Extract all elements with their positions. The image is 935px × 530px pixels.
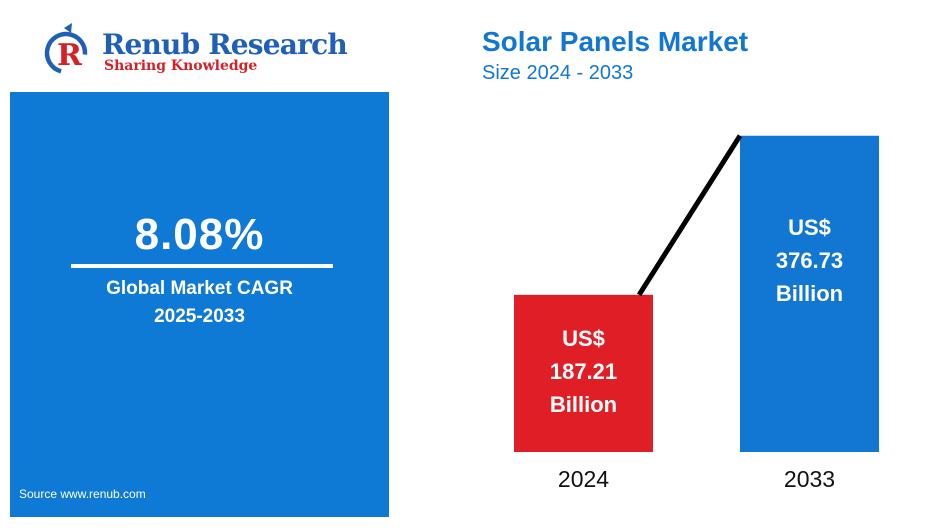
bar-label-2033-line1: US$: [788, 215, 831, 240]
brand-logo: R Renub Research Sharing Knowledge: [40, 22, 348, 82]
bar-2024: [514, 294, 653, 452]
bar-label-2033-line2: 376.73: [776, 248, 843, 273]
bar-label-2024-line1: US$: [562, 326, 605, 351]
cagr-period: 2025-2033: [154, 306, 245, 327]
cagr-panel: 8.08% Global Market CAGR 2025-2033 Sourc…: [10, 92, 389, 517]
cagr-label: Global Market CAGR: [106, 278, 293, 299]
bar-label-2024-line2: 187.21: [550, 359, 617, 384]
cagr-label-block: Global Market CAGR 2025-2033: [10, 275, 389, 331]
x-tick-label-2033: 2033: [784, 466, 835, 492]
cagr-divider: [71, 264, 333, 268]
source-note: Source www.renub.com: [19, 487, 146, 501]
brand-tagline: Sharing Knowledge: [104, 58, 258, 74]
growth-connector-line: [636, 134, 743, 297]
bar-label-2024-line3: Billion: [550, 392, 617, 417]
bar-2033: [740, 135, 879, 452]
brand-name: Renub Research: [102, 28, 348, 61]
chart-subtitle: Size 2024 - 2033: [482, 62, 634, 84]
cagr-value: 8.08%: [134, 210, 265, 259]
x-tick-label-2024: 2024: [558, 466, 609, 492]
bar-label-2033-line3: Billion: [776, 281, 843, 306]
chart-title: Solar Panels Market: [482, 26, 749, 57]
renub-logo-icon: R: [44, 23, 88, 75]
svg-text:R: R: [57, 38, 83, 73]
